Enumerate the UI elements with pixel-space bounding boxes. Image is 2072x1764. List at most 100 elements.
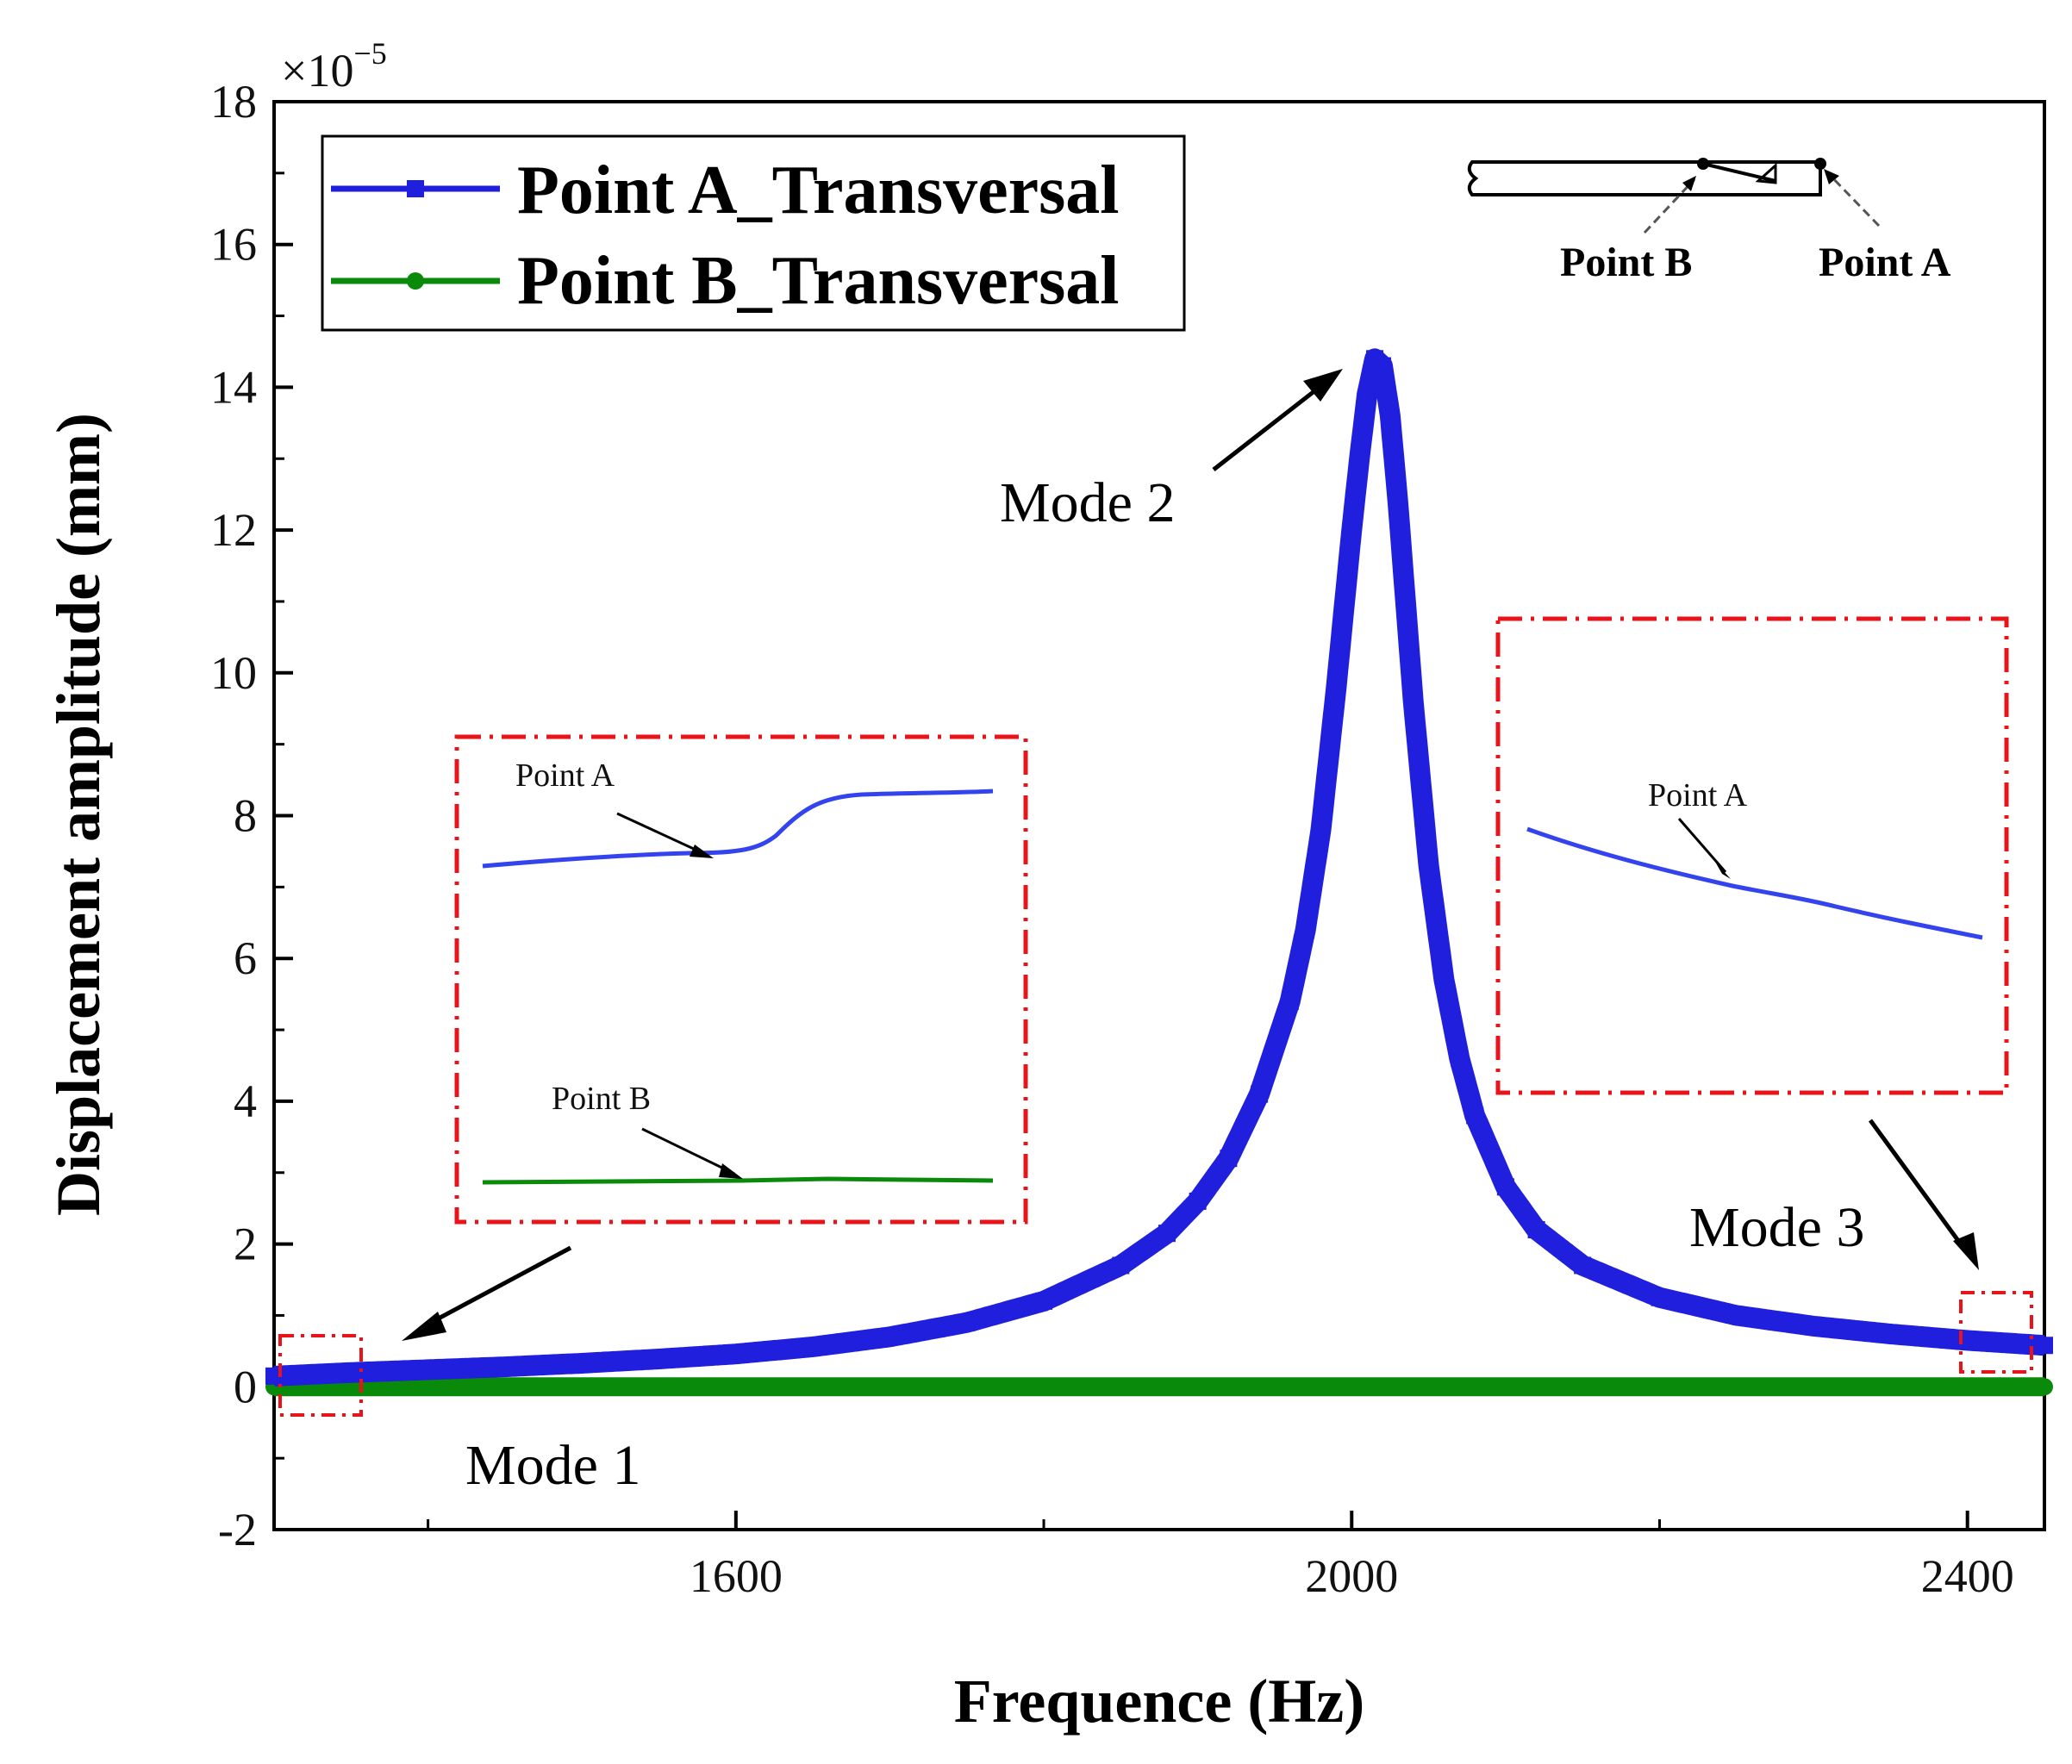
data-point (1727, 1306, 1745, 1325)
series-point-a (265, 348, 2053, 1387)
data-point (1958, 1331, 1976, 1349)
data-point (1360, 387, 1375, 402)
y-tick-label: 16 (210, 219, 257, 271)
inset-mode1-curve-a (482, 789, 994, 869)
inset-mode1: Point A Point B (454, 734, 1028, 1225)
data-point (1035, 1292, 1053, 1310)
y-tick-label: 14 (210, 361, 257, 413)
inset-mode3-label-a: Point A (1648, 777, 1748, 813)
legend: Point A_Transversal Point B_Transversal (321, 134, 1186, 332)
legend-marker-b (407, 272, 424, 290)
legend-label-point-b: Point B_Transversal (517, 243, 1120, 319)
y-axis-ticks: -2 0 2 4 6 8 10 12 14 16 18 (210, 76, 293, 1555)
data-point (1327, 678, 1345, 696)
data-point (881, 1328, 899, 1346)
schematic-arrow-a (1825, 171, 1881, 228)
inset-mode3: Point A (1495, 616, 2009, 1095)
inset-mode1-label-a: Point A (515, 757, 615, 794)
mode1-zoom-box (278, 1334, 363, 1417)
mode2-annotation: Mode 2 (1000, 369, 1343, 534)
y-tick-label: 6 (234, 932, 257, 984)
x-tick-label: 2400 (1921, 1550, 2014, 1602)
mode3-label: Mode 3 (1689, 1196, 1864, 1259)
schematic-point-b-dot (1697, 158, 1709, 170)
data-point (1220, 1150, 1238, 1168)
mode1-arrowhead (402, 1312, 446, 1341)
mode2-arrow (1212, 386, 1320, 471)
inset-mode3-box (1495, 616, 2009, 1095)
schematic-label-point-b: Point B (1560, 240, 1692, 285)
inset-mode1-box (454, 734, 1028, 1225)
schematic-arrowhead-a (1824, 169, 1839, 184)
y-tick-label: 12 (210, 504, 257, 556)
data-point (1420, 857, 1438, 875)
data-point (1382, 408, 1397, 423)
data-point (1466, 1106, 1484, 1125)
y-tick-label: 0 (234, 1361, 257, 1412)
mode2-label: Mode 2 (1000, 471, 1175, 534)
data-point (1451, 1050, 1469, 1068)
mode2-arrowhead (1303, 369, 1343, 402)
x-axis-title: Frequence (Hz) (954, 1667, 1365, 1736)
data-point (1343, 1378, 1361, 1396)
series-layer (265, 348, 2053, 1397)
data-point (727, 1378, 745, 1396)
data-point (804, 1337, 822, 1356)
data-point (1337, 602, 1351, 616)
data-point (1251, 1085, 1269, 1103)
data-point (496, 1358, 514, 1376)
legend-label-point-a: Point A_Transversal (517, 153, 1120, 228)
data-point (1651, 1288, 1669, 1306)
data-point (1345, 523, 1359, 538)
series-line (265, 348, 2053, 1387)
beam-crack-line (1702, 162, 1776, 183)
schematic-label-point-a: Point A (1819, 240, 1951, 285)
x-tick-label: 1600 (690, 1550, 783, 1602)
data-point (1496, 1178, 1514, 1196)
y-tick-label: 4 (234, 1075, 257, 1127)
y-tick-label: 18 (210, 76, 257, 128)
data-point (2036, 1378, 2053, 1396)
data-point (1414, 776, 1428, 791)
data-point (1805, 1317, 1823, 1335)
data-point (1189, 1192, 1207, 1210)
data-point (342, 1363, 360, 1381)
series-point-b (265, 1377, 2053, 1397)
data-point (1158, 1225, 1176, 1243)
y-axis-title: Displacement amplitude (mm) (44, 413, 113, 1216)
schematic-arrow-b (1643, 178, 1696, 234)
data-point (1312, 821, 1330, 839)
inset-mode1-arrow-a (616, 812, 708, 857)
data-point (2036, 1337, 2053, 1355)
data-point (1406, 694, 1420, 708)
legend-box (321, 134, 1186, 332)
mode3-arrow (1868, 1119, 1966, 1250)
inset-mode1-arrowhead-a (690, 845, 714, 858)
data-point (727, 1345, 745, 1363)
data-point (1958, 1378, 1976, 1396)
y-tick-label: 8 (234, 790, 257, 842)
data-point (1112, 1256, 1130, 1275)
y-tick-label: -2 (218, 1504, 257, 1555)
beam-notch (1755, 162, 1777, 184)
inset-mode1-curve-b (482, 1176, 994, 1185)
data-point (958, 1313, 976, 1331)
data-point (1281, 992, 1299, 1010)
schematic-arrowhead-b (1682, 176, 1696, 191)
beam-schematic: Point B Point A (1467, 158, 1951, 285)
mode1-label: Mode 1 (465, 1434, 640, 1497)
mode1-arrow (421, 1245, 572, 1330)
data-point (1882, 1325, 1900, 1343)
inset-mode1-label-b: Point B (552, 1081, 651, 1117)
legend-marker-a (407, 180, 424, 197)
data-point (1296, 921, 1314, 939)
inset-mode3-arrow-a (1677, 818, 1727, 873)
data-point (419, 1361, 437, 1379)
x-axis-ticks: 1600 2000 2400 (427, 1511, 2014, 1602)
data-point (1574, 1256, 1592, 1275)
inset-mode1-arrow-b (641, 1127, 735, 1175)
data-point (1435, 971, 1453, 989)
mode3-arrowhead (1953, 1232, 1979, 1270)
data-point (573, 1354, 591, 1372)
